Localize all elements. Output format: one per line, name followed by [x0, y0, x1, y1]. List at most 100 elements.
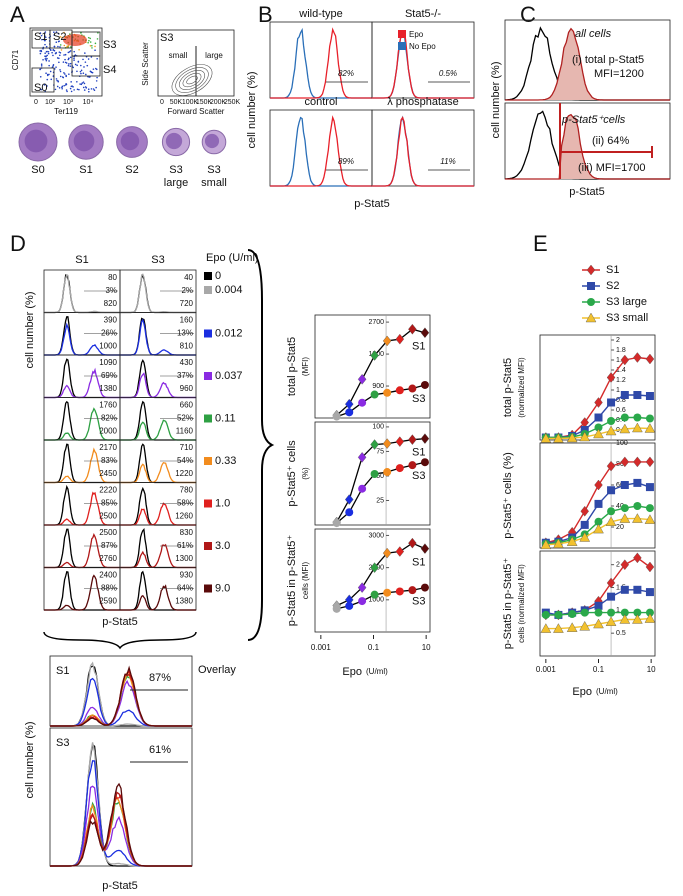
- point: [580, 505, 589, 517]
- dot: [95, 86, 97, 89]
- legend-swatch: [204, 286, 212, 294]
- dot: [56, 85, 59, 88]
- histogram: [372, 31, 474, 99]
- contour: [182, 72, 202, 88]
- dot: [57, 40, 60, 43]
- legend-label: 0.33: [215, 455, 236, 467]
- dot: [67, 46, 69, 48]
- x-axis-label: p-Stat5: [102, 616, 137, 628]
- dot: [43, 38, 45, 41]
- mfi-value: 1000: [99, 342, 117, 351]
- point: [579, 532, 591, 542]
- point: [553, 623, 564, 633]
- mfi-value: 1380: [99, 384, 117, 393]
- histogram: [270, 27, 372, 99]
- cluster: [63, 34, 87, 46]
- x-axis-label: p-Stat5: [569, 186, 604, 198]
- dot: [46, 73, 49, 76]
- dot: [76, 70, 78, 73]
- series-label: S1: [412, 557, 425, 569]
- point: [606, 460, 616, 472]
- y-tick-label: 60: [616, 482, 624, 489]
- y-axis-unit: cells (MFI): [301, 562, 310, 600]
- y-axis-label: cell number (%): [24, 721, 36, 798]
- mfi-value: 2500: [99, 528, 117, 537]
- panel-letter: E: [533, 231, 548, 256]
- mfi-value: 820: [104, 299, 118, 308]
- point: [345, 601, 354, 610]
- x-tick-label: 0.1: [368, 643, 380, 652]
- annotation: all cells: [575, 28, 612, 40]
- histogram: [270, 115, 372, 187]
- dot: [87, 88, 90, 91]
- dot: [44, 58, 47, 60]
- dot: [91, 44, 93, 47]
- point: [357, 373, 367, 385]
- dot: [58, 54, 61, 57]
- mfi-value: 2220: [99, 486, 117, 495]
- x-tick-label: 0.001: [311, 643, 332, 652]
- dot: [43, 39, 46, 42]
- dot: [46, 78, 49, 81]
- point: [620, 391, 629, 399]
- dot: [80, 69, 83, 72]
- dot: [68, 57, 70, 60]
- plot-frame: [269, 109, 373, 187]
- y-axis-unit: (normalized MFI): [517, 357, 526, 418]
- histogram: [372, 116, 474, 187]
- cell-label: S3: [169, 164, 182, 176]
- point: [645, 353, 655, 365]
- point: [620, 504, 629, 513]
- dot: [53, 45, 56, 48]
- legend-swatch: [204, 457, 212, 465]
- dot: [74, 63, 77, 66]
- y-tick-label: 75: [376, 448, 384, 455]
- dot: [40, 63, 43, 66]
- nucleus: [73, 130, 95, 152]
- histogram: [50, 782, 192, 867]
- dot: [94, 49, 96, 52]
- cell-label: large: [164, 177, 188, 189]
- point: [395, 587, 404, 596]
- gate-label: S1: [34, 31, 47, 43]
- mfi-value: 37%: [177, 371, 193, 380]
- cell-label: S1: [79, 164, 92, 176]
- dot: [69, 50, 72, 52]
- brace: [43, 631, 197, 650]
- legend-label: S3 large: [606, 296, 647, 308]
- column-header: S1: [75, 254, 88, 266]
- dot: [56, 57, 59, 59]
- mfi-value: 58%: [177, 499, 193, 508]
- point: [633, 391, 642, 399]
- dot: [85, 73, 87, 76]
- dot: [39, 68, 42, 70]
- point: [408, 434, 417, 445]
- dot: [59, 44, 62, 46]
- dot: [64, 58, 66, 61]
- y-axis-label: p-Stat5⁺ cells: [286, 440, 298, 507]
- y-axis-unit: (MFI): [301, 357, 310, 376]
- x-tick-label: 50K: [170, 99, 183, 106]
- x-tick-label: 0: [160, 99, 164, 106]
- plot-title: control: [304, 96, 337, 108]
- brace: [247, 249, 275, 641]
- point: [632, 422, 643, 433]
- overlay-title: Overlay: [198, 664, 236, 676]
- x-tick-label: 150K: [196, 99, 213, 106]
- dot: [45, 72, 47, 75]
- mfi-value: 87%: [101, 541, 117, 550]
- series-label: S3: [412, 393, 425, 405]
- legend-marker: [587, 282, 595, 290]
- dot: [51, 66, 54, 68]
- point: [568, 610, 577, 618]
- gate-label: S3: [103, 39, 116, 51]
- dot: [45, 55, 47, 58]
- point: [566, 536, 578, 546]
- y-axis-label: Side Scatter: [141, 42, 150, 86]
- mfi-value: 660: [180, 401, 194, 410]
- mfi-value: 2170: [99, 443, 117, 452]
- histogram: [505, 27, 670, 101]
- mfi-value: 3%: [105, 286, 117, 295]
- dot: [45, 45, 48, 48]
- plot-label: S3: [56, 737, 69, 749]
